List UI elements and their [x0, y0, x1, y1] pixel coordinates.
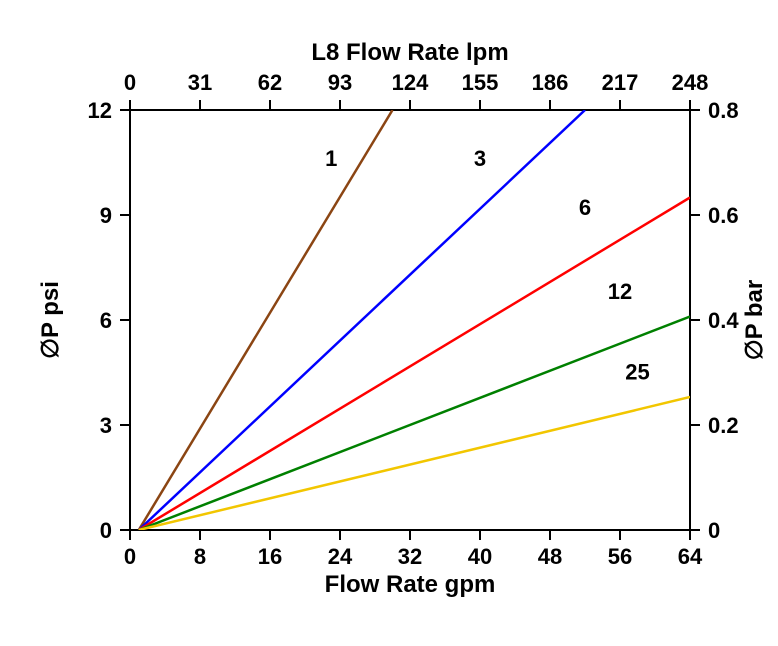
x-bottom-tick-label: 56 — [608, 544, 632, 569]
plot-border — [130, 110, 690, 530]
x-top-title: L8 Flow Rate lpm — [311, 39, 508, 66]
x-top-tick-label: 186 — [532, 70, 569, 95]
y-left-title: ∅P psi — [37, 281, 64, 359]
y-left-tick-label: 0 — [100, 518, 112, 543]
x-top-tick-label: 62 — [258, 70, 282, 95]
series-line-3 — [139, 110, 585, 530]
y-right-tick-label: 0 — [708, 518, 720, 543]
series-label-3: 3 — [474, 146, 486, 171]
x-top-tick-label: 124 — [392, 70, 429, 95]
y-left-tick-label: 6 — [100, 308, 112, 333]
x-bottom-tick-label: 48 — [538, 544, 562, 569]
series-label-12: 12 — [608, 279, 632, 304]
y-right-tick-label: 0.6 — [708, 203, 739, 228]
x-top-tick-label: 0 — [124, 70, 136, 95]
x-top-tick-label: 93 — [328, 70, 352, 95]
x-bottom-tick-label: 0 — [124, 544, 136, 569]
x-bottom-tick-label: 40 — [468, 544, 492, 569]
y-left-tick-label: 9 — [100, 203, 112, 228]
series-line-6 — [139, 198, 690, 531]
x-bottom-tick-label: 32 — [398, 544, 422, 569]
x-top-tick-label: 248 — [672, 70, 709, 95]
series-label-6: 6 — [579, 195, 591, 220]
y-right-tick-label: 0.8 — [708, 98, 739, 123]
y-right-tick-label: 0.4 — [708, 308, 739, 333]
series-label-25: 25 — [625, 360, 649, 385]
line-chart: 0816243240485664031629312415518621724803… — [0, 0, 778, 646]
series-label-1: 1 — [325, 146, 337, 171]
x-top-tick-label: 31 — [188, 70, 212, 95]
x-bottom-title: Flow Rate gpm — [325, 571, 496, 598]
y-left-tick-label: 12 — [88, 98, 112, 123]
x-bottom-tick-label: 8 — [194, 544, 206, 569]
y-left-tick-label: 3 — [100, 413, 112, 438]
x-bottom-tick-label: 64 — [678, 544, 703, 569]
chart-container: { "chart": { "type": "line", "width": 77… — [0, 0, 778, 646]
x-bottom-tick-label: 24 — [328, 544, 353, 569]
series-line-1 — [139, 110, 393, 530]
series-line-12 — [139, 317, 690, 531]
x-top-tick-label: 217 — [602, 70, 639, 95]
series-line-25 — [139, 397, 690, 530]
y-right-tick-label: 0.2 — [708, 413, 739, 438]
x-bottom-tick-label: 16 — [258, 544, 282, 569]
x-top-tick-label: 155 — [462, 70, 499, 95]
y-right-title: ∅P bar — [741, 280, 768, 361]
